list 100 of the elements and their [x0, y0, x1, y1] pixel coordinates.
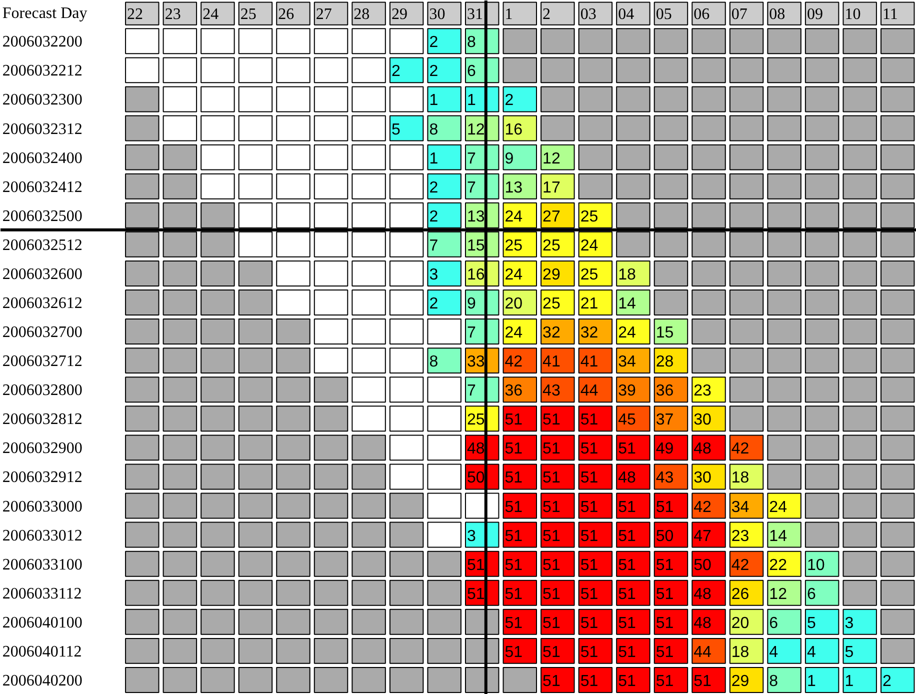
data-label: 9: [467, 295, 476, 312]
data-label: 7: [467, 382, 476, 400]
data-label: 2: [882, 672, 892, 690]
data-label: 51: [618, 498, 636, 516]
data-label: 51: [542, 644, 560, 661]
y-tick-label: 2006032400: [2, 150, 82, 167]
x-tick-label: 23: [164, 6, 181, 24]
data-label: 51: [504, 440, 523, 458]
data-label: 10: [806, 556, 825, 574]
data-label: 51: [580, 528, 598, 545]
data-label: 50: [467, 470, 485, 487]
data-label: 51: [580, 498, 598, 516]
y-tick-label: 2006032312: [2, 120, 82, 138]
data-label: 51: [656, 644, 674, 661]
data-label: 14: [618, 295, 636, 312]
data-label: 13: [504, 179, 523, 196]
data-label: 51: [618, 528, 636, 545]
x-tick-label: 2: [542, 6, 551, 24]
data-label: 48: [694, 614, 712, 632]
data-label: 28: [656, 354, 674, 371]
data-label: 2: [391, 63, 400, 80]
x-tick-label: 1: [504, 6, 513, 24]
data-label: 23: [694, 382, 712, 400]
data-label: 2: [504, 92, 514, 110]
data-label: 51: [542, 440, 560, 458]
data-label: 48: [618, 470, 636, 487]
data-label: 1: [429, 150, 438, 168]
data-label: 51: [694, 672, 712, 690]
x-axis-title: Forecast Day: [2, 5, 88, 22]
data-label: 34: [618, 354, 636, 371]
data-label: 48: [694, 440, 712, 458]
data-label: 18: [731, 644, 750, 661]
data-label: 22: [769, 556, 788, 574]
data-label: 51: [580, 440, 598, 458]
y-tick-label: 2006032700: [2, 324, 82, 342]
x-tick-label: 25: [240, 6, 256, 24]
x-tick-label: 03: [580, 6, 596, 24]
y-tick-label: 2006032500: [2, 208, 82, 225]
data-label: 39: [618, 382, 636, 400]
data-label: 7: [467, 179, 476, 196]
data-label: 51: [542, 528, 560, 545]
data-label: 24: [580, 237, 598, 254]
data-label: 32: [542, 324, 560, 342]
data-label: 2: [429, 179, 438, 196]
data-label: 48: [467, 440, 485, 458]
x-tick-label: 22: [127, 6, 144, 24]
data-label: 51: [618, 672, 636, 690]
data-label: 4: [806, 644, 816, 661]
data-label: 20: [731, 614, 750, 632]
data-label: 41: [542, 354, 560, 371]
data-label: 5: [391, 121, 400, 138]
data-label: 34: [731, 498, 750, 516]
data-label: 27: [542, 208, 560, 226]
data-label: 36: [504, 382, 523, 400]
y-tick-label: 2006032212: [2, 62, 82, 80]
data-label: 51: [580, 586, 598, 603]
data-label: 51: [504, 412, 523, 429]
data-label: 51: [618, 586, 636, 603]
data-label: 7: [429, 237, 438, 254]
data-label: 50: [656, 528, 674, 545]
data-label: 2: [429, 295, 438, 312]
data-label: 51: [580, 470, 598, 487]
data-label: 42: [504, 354, 523, 371]
data-label: 1: [844, 672, 854, 690]
y-tick-label: 2006032912: [2, 469, 82, 486]
data-label: 1: [806, 672, 816, 690]
data-label: 51: [656, 672, 674, 690]
data-label: 3: [429, 266, 438, 284]
x-tick-label: 04: [618, 6, 634, 24]
y-tick-label: 2006033012: [2, 527, 82, 544]
data-label: 42: [731, 556, 750, 574]
data-label: 24: [618, 324, 636, 342]
data-label: 14: [769, 528, 788, 545]
data-label: 51: [504, 644, 523, 661]
data-label: 13: [467, 208, 485, 226]
y-tick-label: 2006032900: [2, 440, 82, 458]
data-label: 25: [542, 237, 560, 254]
data-label: 51: [542, 556, 560, 574]
y-tick-label: 2006040200: [2, 672, 82, 690]
data-label: 16: [467, 266, 485, 284]
data-label: 48: [694, 586, 712, 603]
data-label: 51: [504, 586, 523, 603]
data-label: 8: [769, 672, 778, 690]
x-tick-label: 08: [769, 6, 786, 24]
data-label: 51: [467, 556, 485, 574]
data-label: 2: [429, 208, 438, 226]
data-label: 47: [694, 528, 712, 545]
data-label: 51: [504, 556, 523, 574]
data-label: 2: [429, 34, 438, 52]
data-label: 15: [467, 237, 485, 254]
data-label: 50: [694, 556, 712, 574]
data-label: 43: [542, 382, 560, 400]
data-label: 3: [467, 528, 476, 545]
data-label: 51: [580, 672, 598, 690]
data-label: 51: [542, 470, 560, 487]
data-label: 51: [618, 614, 636, 632]
data-label: 33: [467, 354, 485, 371]
data-label: 16: [504, 121, 523, 138]
data-label: 5: [806, 614, 816, 632]
data-label: 51: [542, 614, 560, 632]
